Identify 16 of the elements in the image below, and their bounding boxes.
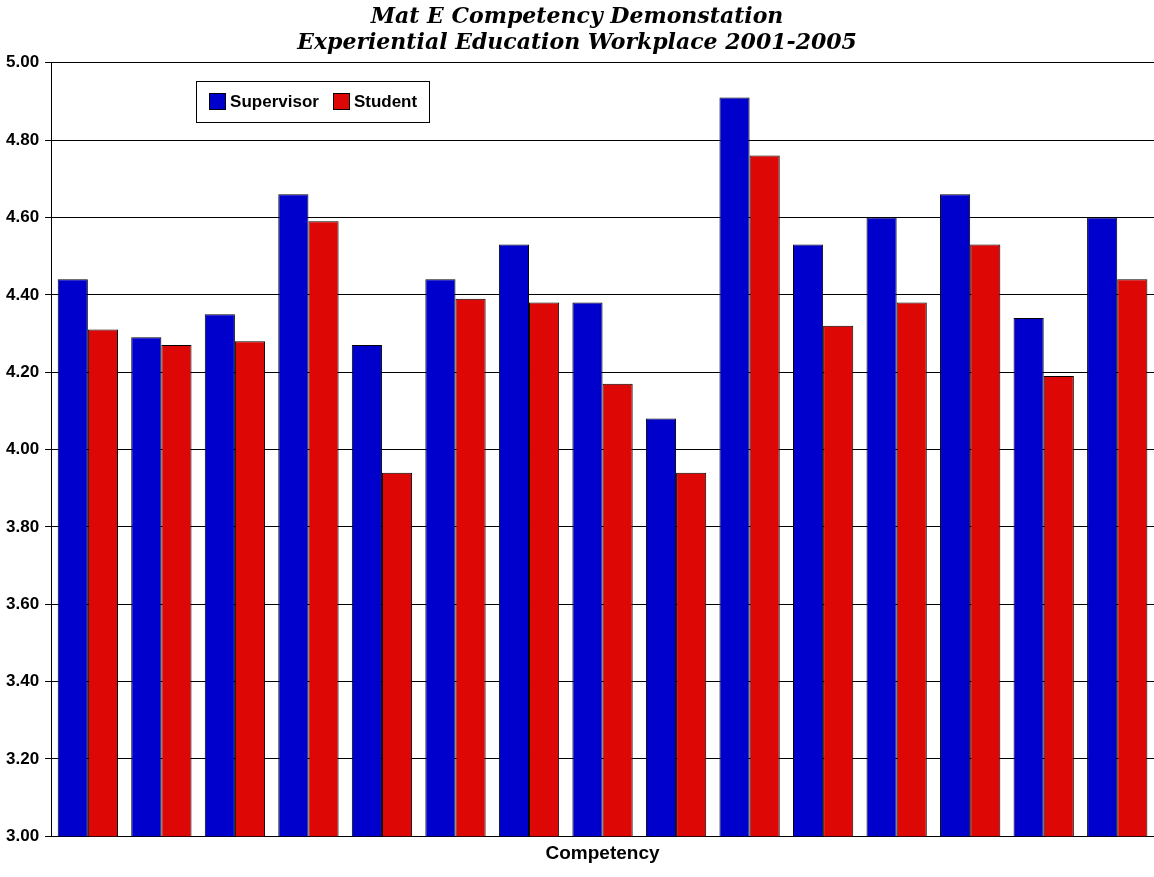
y-tick-label: 4.20 [5, 361, 40, 381]
y-tick-label: 4.80 [5, 129, 40, 149]
y-tick-label: 4.60 [5, 207, 40, 227]
y-tick-label: 3.60 [5, 593, 40, 613]
legend-label: Supervisor [230, 91, 319, 112]
y-tick-label: 3.00 [5, 825, 40, 845]
x-axis-title: Competency [545, 841, 660, 863]
y-tick-label: 3.80 [5, 516, 40, 536]
y-tick-label: 4.40 [5, 284, 40, 304]
chart-subtitle: Experiential Education Workplace 2001-2005 [296, 28, 857, 55]
y-tick-label: 3.40 [5, 671, 40, 691]
y-tick-label: 3.20 [5, 748, 40, 768]
legend-label: Student [353, 91, 418, 112]
y-tick-label: 5.00 [5, 52, 40, 72]
y-tick-label: 4.00 [5, 439, 40, 459]
chart-title: Mat E Competency Demonstation [369, 1, 784, 28]
